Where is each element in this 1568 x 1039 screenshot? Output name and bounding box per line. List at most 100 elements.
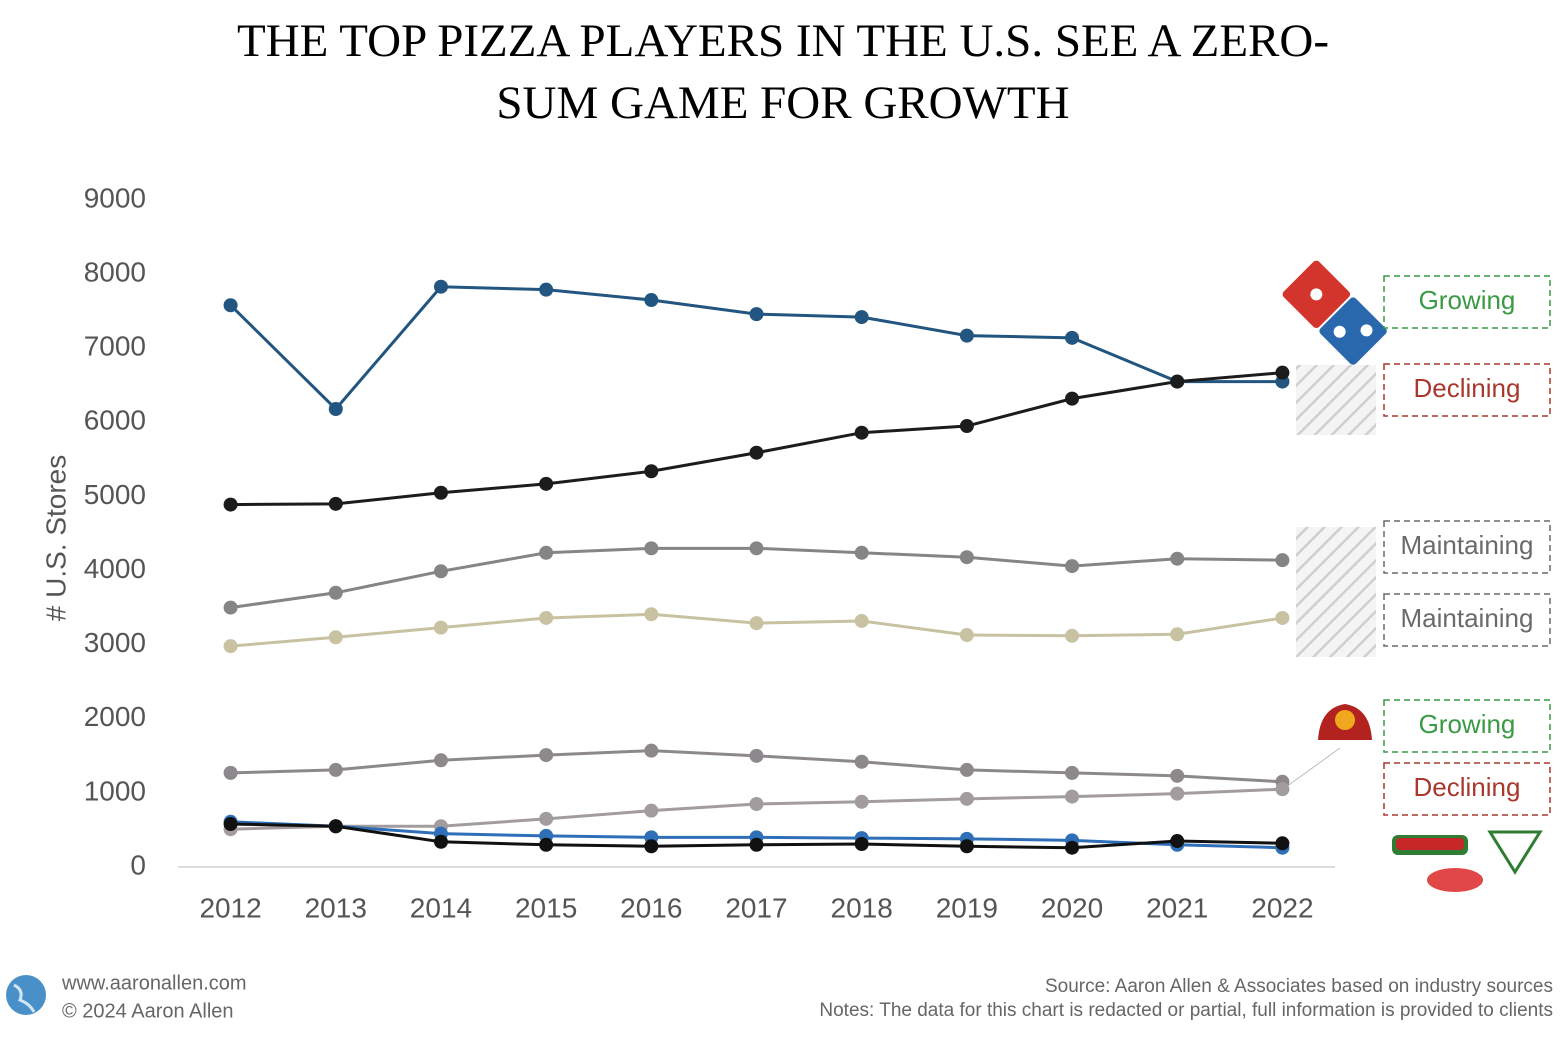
y-tick-label: 9000 <box>84 182 146 213</box>
data-point <box>1170 786 1185 801</box>
website: www.aaronallen.com <box>61 972 247 994</box>
data-point <box>1065 559 1080 574</box>
data-point <box>539 476 554 491</box>
notes: Notes: The data for this chart is redact… <box>819 1000 1553 1021</box>
copyright: © 2024 Aaron Allen <box>62 1000 234 1022</box>
y-tick-label: 3000 <box>84 627 146 658</box>
status-label: Growing <box>1419 709 1516 739</box>
status-box <box>1383 363 1551 417</box>
status-label: Growing <box>1419 285 1516 315</box>
data-point <box>433 485 448 500</box>
x-tick-label: 2021 <box>1146 892 1208 923</box>
y-tick-label: 1000 <box>84 775 146 806</box>
data-point <box>539 282 554 297</box>
data-point <box>433 279 448 294</box>
data-point <box>749 445 764 460</box>
hatch-box <box>1296 365 1376 435</box>
data-point <box>959 419 974 434</box>
x-tick-label: 2015 <box>515 892 577 923</box>
data-point <box>644 293 659 308</box>
data-point <box>1275 610 1290 625</box>
status-label: Maintaining <box>1401 530 1534 560</box>
data-point <box>749 541 764 556</box>
y-tick-label: 8000 <box>84 257 146 288</box>
data-point <box>644 839 659 854</box>
data-point <box>539 811 554 826</box>
data-point <box>539 610 554 625</box>
data-point <box>1065 840 1080 855</box>
x-tick-label: 2017 <box>725 892 787 923</box>
data-point <box>959 791 974 806</box>
series-line <box>230 546 1283 610</box>
x-tick-label: 2022 <box>1251 892 1313 923</box>
data-point <box>749 307 764 322</box>
data-point <box>644 803 659 818</box>
data-point <box>539 837 554 852</box>
data-point <box>1275 365 1290 380</box>
data-point <box>1065 789 1080 804</box>
data-point <box>223 639 238 654</box>
data-point <box>644 743 659 758</box>
x-tick-label: 2013 <box>305 892 367 923</box>
source: Source: Aaron Allen & Associates based o… <box>1045 976 1553 997</box>
data-point <box>749 797 764 812</box>
x-tick-label: 2016 <box>620 892 682 923</box>
data-point <box>854 545 869 560</box>
data-point <box>1275 553 1290 568</box>
status-label: Declining <box>1414 373 1521 403</box>
status-box <box>1383 762 1551 816</box>
data-point <box>328 630 343 645</box>
x-tick-label: 2012 <box>199 892 261 923</box>
data-point <box>539 748 554 763</box>
y-tick-label: 0 <box>130 849 146 880</box>
data-point <box>1170 551 1185 566</box>
data-point <box>223 497 238 512</box>
data-point <box>644 541 659 556</box>
data-point <box>328 585 343 600</box>
data-point <box>644 464 659 479</box>
data-point <box>433 564 448 579</box>
logo <box>1396 838 1464 850</box>
data-point <box>854 425 869 440</box>
status-label: Declining <box>1414 772 1521 802</box>
data-point <box>749 748 764 763</box>
data-point <box>1170 627 1185 642</box>
status-box <box>1383 593 1551 647</box>
data-point <box>749 837 764 852</box>
x-tick-label: 2018 <box>831 892 893 923</box>
y-tick-label: 4000 <box>84 553 146 584</box>
status-label: Maintaining <box>1401 603 1534 633</box>
y-axis-label: # U.S. Stores <box>40 455 71 622</box>
data-point <box>328 401 343 416</box>
logo <box>1487 830 1543 875</box>
data-point <box>854 613 869 628</box>
x-tick-label: 2019 <box>936 892 998 923</box>
y-tick-label: 6000 <box>84 405 146 436</box>
data-point <box>328 762 343 777</box>
dominos-logo <box>1282 260 1387 365</box>
data-point <box>959 628 974 643</box>
data-point <box>1275 782 1290 797</box>
y-tick-label: 5000 <box>84 479 146 510</box>
data-point <box>1065 391 1080 406</box>
status-box <box>1383 520 1551 574</box>
globe-icon <box>6 975 46 1015</box>
chart-title: THE TOP PIZZA PLAYERS IN THE U.S. SEE A … <box>237 15 1329 129</box>
data-point <box>959 550 974 565</box>
data-point <box>433 834 448 849</box>
data-point <box>749 616 764 631</box>
hatch-box <box>1296 527 1376 657</box>
data-point <box>1170 834 1185 849</box>
y-tick-label: 2000 <box>84 701 146 732</box>
status-box <box>1383 699 1551 753</box>
data-point <box>433 753 448 768</box>
data-point <box>223 817 238 832</box>
data-point <box>959 762 974 777</box>
data-point <box>959 839 974 854</box>
data-point <box>433 620 448 635</box>
marcos-logo <box>1285 704 1372 788</box>
data-point <box>328 819 343 834</box>
data-point <box>539 545 554 560</box>
